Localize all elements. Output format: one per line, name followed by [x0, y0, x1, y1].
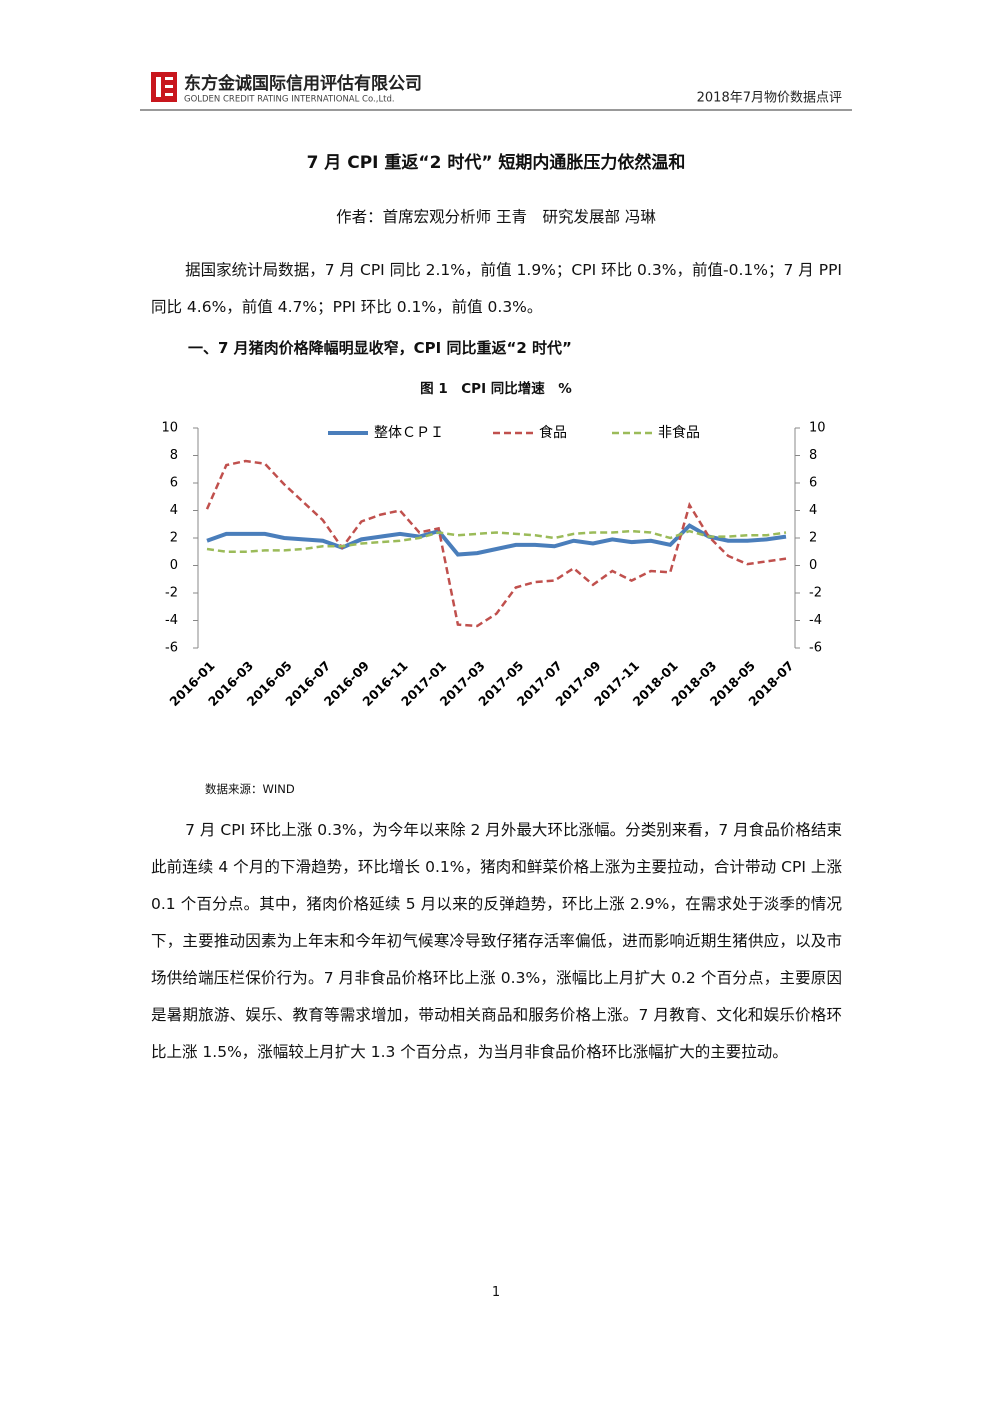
y-tick-label: 6 [170, 476, 178, 491]
y-tick-label: 10 [161, 421, 178, 436]
y2-tick-label: -4 [809, 613, 822, 628]
paragraph: 据国家统计局数据，7 月 CPI 同比 2.1%，前值 1.9%；CPI 环比 … [151, 261, 842, 316]
logo [151, 72, 177, 102]
y2-tick-label: 4 [809, 503, 817, 518]
y-tick-label: 2 [170, 531, 178, 546]
legend-label: 食品 [539, 424, 567, 441]
y-tick-label: 0 [170, 558, 178, 573]
y2-tick-label: 8 [809, 448, 817, 463]
page-number: 1 [491, 1285, 501, 1300]
y-tick-label: -2 [165, 586, 178, 601]
y2-tick-label: 2 [809, 531, 817, 546]
author: 作者：首席宏观分析师 王青 研究发展部 冯琳 [336, 208, 656, 226]
chart-canvas: 东方金诚国际信用评估有限公司 GOLDEN CREDIT RATING INTE… [140, 72, 852, 710]
y-tick-label: -4 [165, 613, 178, 628]
y2-tick-label: 0 [809, 558, 817, 573]
report-name: 2018年7月物价数据点评 [697, 91, 842, 106]
legend-label: 非食品 [658, 424, 700, 441]
company-name: 东方金诚国际信用评估有限公司 [184, 73, 422, 94]
company-name-en: GOLDEN CREDIT RATING INTERNATIONAL Co.,L… [184, 95, 395, 105]
y2-tick-label: -2 [809, 586, 822, 601]
y2-tick-label: 10 [809, 421, 826, 436]
paragraph: 7 月 CPI 环比上涨 0.3%，为今年以来除 2 月外最大环比涨幅。分类别来… [151, 821, 842, 1061]
source: 数据来源：WIND [205, 782, 295, 796]
section-heading: 一、7 月猪肉价格降幅明显收窄，CPI 同比重返“2 时代” [188, 339, 572, 357]
y-tick-label: 4 [170, 503, 178, 518]
series-line [206, 529, 787, 553]
series-line [206, 523, 787, 557]
legend-label: 整体ＣＰＩ [374, 425, 444, 441]
figure-caption: 图 1 CPI 同比增速 % [420, 381, 572, 397]
title: 7 月 CPI 重返“2 时代” 短期内通胀压力依然温和 [306, 153, 686, 173]
series-line [205, 459, 787, 628]
y2-tick-label: -6 [809, 641, 822, 656]
chart: -6-4-20246810-6-4-202468102016-012016-03… [161, 421, 825, 710]
y-tick-label: 8 [170, 448, 178, 463]
y2-tick-label: 6 [809, 476, 817, 491]
y-tick-label: -6 [165, 641, 178, 656]
